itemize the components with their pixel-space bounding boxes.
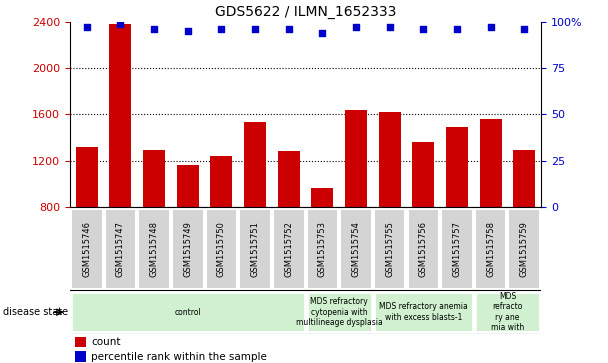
Bar <box>407 209 439 289</box>
Text: GSM1515751: GSM1515751 <box>250 221 260 277</box>
Text: GSM1515753: GSM1515753 <box>318 221 327 277</box>
Bar <box>374 209 406 289</box>
Bar <box>105 209 136 289</box>
Point <box>216 26 226 32</box>
Text: GSM1515759: GSM1515759 <box>520 221 529 277</box>
Text: control: control <box>174 308 201 317</box>
Point <box>317 30 327 36</box>
Bar <box>441 209 473 289</box>
Text: MDS refractory
cytopenia with
multilineage dysplasia: MDS refractory cytopenia with multilinea… <box>296 297 382 327</box>
Text: GSM1515757: GSM1515757 <box>452 221 461 277</box>
Bar <box>76 147 98 207</box>
Bar <box>172 209 204 289</box>
Bar <box>71 292 305 332</box>
Point <box>250 26 260 32</box>
Bar <box>446 127 468 207</box>
Point <box>452 26 462 32</box>
Bar <box>412 142 434 207</box>
Bar <box>340 209 372 289</box>
Text: GSM1515756: GSM1515756 <box>419 221 428 277</box>
Text: GSM1515746: GSM1515746 <box>82 221 91 277</box>
Bar <box>278 151 300 207</box>
Text: GSM1515754: GSM1515754 <box>351 221 361 277</box>
Bar <box>210 156 232 207</box>
Point <box>183 28 193 34</box>
Bar <box>508 209 540 289</box>
Text: GSM1515750: GSM1515750 <box>217 221 226 277</box>
Point <box>385 24 395 30</box>
Bar <box>273 209 305 289</box>
Point <box>149 26 159 32</box>
Bar <box>306 209 338 289</box>
Bar <box>206 209 237 289</box>
Bar <box>311 188 333 207</box>
Bar <box>177 165 199 207</box>
Point <box>418 26 428 32</box>
Text: disease state: disease state <box>3 307 68 317</box>
Bar <box>143 150 165 207</box>
Bar <box>345 110 367 207</box>
Bar <box>71 209 103 289</box>
Bar <box>138 209 170 289</box>
Bar <box>75 337 86 347</box>
Text: GSM1515755: GSM1515755 <box>385 221 394 277</box>
Text: GSM1515748: GSM1515748 <box>150 221 159 277</box>
Text: count: count <box>91 337 120 347</box>
Bar <box>480 119 502 207</box>
Bar <box>475 209 506 289</box>
Text: GSM1515747: GSM1515747 <box>116 221 125 277</box>
Bar <box>244 122 266 207</box>
Text: percentile rank within the sample: percentile rank within the sample <box>91 352 267 362</box>
Bar <box>379 112 401 207</box>
Text: MDS refractory anemia
with excess blasts-1: MDS refractory anemia with excess blasts… <box>379 302 468 322</box>
Bar <box>306 292 372 332</box>
Point <box>82 24 92 30</box>
Bar <box>475 292 540 332</box>
Point <box>284 26 294 32</box>
Text: GSM1515749: GSM1515749 <box>183 221 192 277</box>
Text: GSM1515758: GSM1515758 <box>486 221 495 277</box>
Bar <box>109 24 131 207</box>
Text: GSM1515752: GSM1515752 <box>284 221 293 277</box>
Point <box>486 24 496 30</box>
Bar <box>374 292 473 332</box>
Point <box>519 26 529 32</box>
Title: GDS5622 / ILMN_1652333: GDS5622 / ILMN_1652333 <box>215 5 396 19</box>
Point <box>116 21 125 26</box>
Text: MDS
refracto
ry ane
mia with: MDS refracto ry ane mia with <box>491 292 524 332</box>
Bar <box>75 351 86 362</box>
Bar <box>239 209 271 289</box>
Point <box>351 24 361 30</box>
Bar <box>513 150 535 207</box>
